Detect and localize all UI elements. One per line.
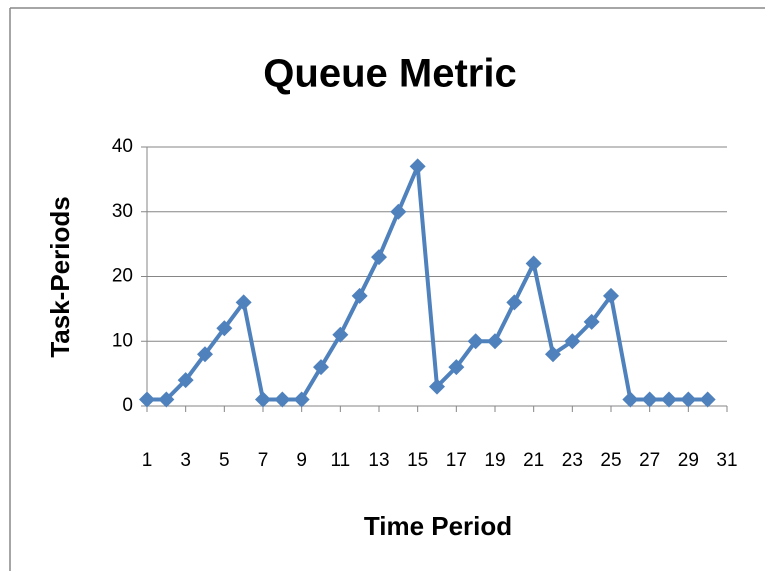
x-tick-label: 13: [368, 450, 389, 471]
x-tick-label: 21: [523, 450, 544, 471]
data-point: [158, 391, 175, 408]
data-point: [177, 372, 194, 389]
data-point: [390, 203, 407, 220]
data-point: [564, 333, 581, 350]
data-point: [255, 391, 271, 408]
data-point: [603, 287, 619, 304]
data-point: [293, 391, 310, 408]
x-tick-label: 29: [678, 450, 699, 471]
x-tick-label: 19: [484, 450, 505, 471]
x-tick-label: 15: [407, 450, 428, 471]
data-point: [216, 320, 233, 337]
data-point: [429, 378, 445, 395]
x-tick-label: 27: [639, 450, 660, 471]
data-point: [351, 287, 368, 304]
data-point: [313, 359, 329, 376]
data-point: [622, 391, 639, 408]
data-point: [197, 346, 213, 363]
y-tick-label: 30: [112, 201, 133, 222]
data-point: [583, 313, 600, 330]
x-tick-label: 5: [219, 450, 230, 471]
data-point: [487, 333, 503, 350]
data-point: [545, 346, 561, 363]
data-point: [680, 391, 697, 408]
data-point: [448, 359, 465, 376]
x-tick-label: 11: [330, 450, 350, 471]
data-point: [235, 294, 252, 311]
data-point: [506, 294, 523, 311]
data-point: [525, 255, 542, 272]
x-tick-label: 17: [446, 450, 467, 471]
x-tick-label: 31: [716, 450, 737, 471]
y-tick-label: 0: [122, 395, 133, 416]
x-tick-label: 1: [142, 450, 153, 471]
series-line: [147, 164, 708, 402]
data-point: [409, 158, 426, 175]
x-axis-label: Time Period: [364, 511, 512, 541]
y-tick-label: 20: [112, 266, 133, 287]
chart-title: Queue Metric: [263, 52, 516, 96]
data-point: [641, 391, 658, 408]
x-tick-label: 25: [600, 450, 621, 471]
data-point: [274, 391, 291, 408]
y-tick-label: 40: [112, 136, 133, 157]
y-axis-label: Task-Periods: [45, 196, 75, 357]
data-point: [699, 391, 716, 408]
data-point: [139, 391, 155, 408]
data-point: [332, 326, 349, 343]
x-tick-label: 3: [180, 450, 191, 471]
x-tick-label: 7: [258, 450, 269, 471]
y-tick-label: 10: [112, 330, 133, 351]
x-tick-label: 23: [562, 450, 583, 471]
x-tick-label: 9: [296, 450, 307, 471]
data-point: [371, 249, 387, 266]
data-point: [467, 333, 484, 350]
data-point: [661, 391, 677, 408]
